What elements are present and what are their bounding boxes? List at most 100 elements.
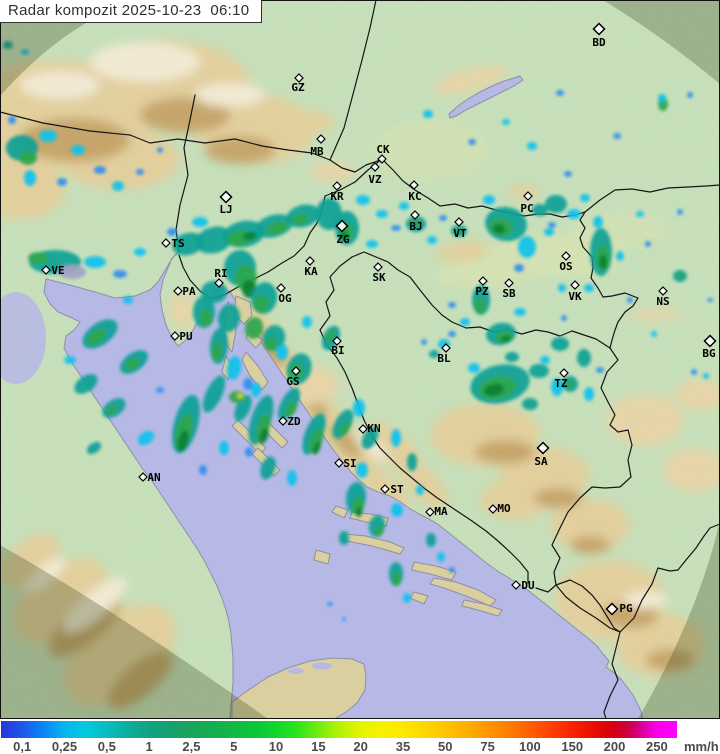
city-marker-PU: PU: [170, 330, 193, 343]
city-marker-SB: SB: [502, 278, 516, 300]
svg-text:VE: VE: [51, 264, 64, 277]
city-marker-LJ: LJ: [219, 190, 233, 216]
city-marker-KC: KC: [408, 180, 422, 203]
legend-tick: 0,5: [97, 739, 116, 754]
city-marker-BD: BD: [592, 22, 606, 49]
svg-text:ST: ST: [390, 483, 404, 496]
svg-text:LJ: LJ: [219, 203, 232, 216]
city-marker-OG: OG: [276, 283, 292, 305]
city-marker-MA: MA: [425, 505, 448, 518]
svg-text:SB: SB: [502, 287, 516, 300]
svg-text:MB: MB: [310, 145, 324, 158]
city-marker-MB: MB: [310, 134, 326, 158]
range-mask: [0, 0, 720, 719]
legend-tick: 0,25: [51, 739, 78, 754]
city-marker-ST: ST: [380, 483, 404, 496]
gargano-peninsula: [231, 657, 367, 719]
legend-tick: 50: [438, 739, 453, 754]
city-marker-TS: TS: [161, 237, 185, 250]
city-marker-PG: PG: [605, 602, 633, 616]
legend-tick: 20: [353, 739, 368, 754]
cities-layer: GZ BD MB CK VZ KR LJ ZG KC BJ VT PC KA SK OS PZ SB VK NS TS…: [41, 22, 717, 616]
svg-text:CK: CK: [376, 143, 390, 156]
svg-text:TZ: TZ: [554, 377, 568, 390]
svg-text:KR: KR: [330, 190, 344, 203]
legend-tick: 35: [395, 739, 411, 754]
city-marker-DU: DU: [511, 579, 535, 592]
svg-text:BI: BI: [331, 344, 344, 357]
svg-text:PZ: PZ: [475, 285, 489, 298]
radar-echoes: [3, 41, 713, 621]
svg-text:TS: TS: [171, 237, 184, 250]
map-image: GZ BD MB CK VZ KR LJ ZG KC BJ VT PC KA SK OS PZ SB VK NS TS…: [0, 0, 720, 719]
svg-text:OS: OS: [559, 260, 572, 273]
legend-tick: 0,1: [13, 739, 32, 754]
lake-varano: [312, 662, 332, 670]
legend: 0,1 0,25 0,5 1 2,5 5 10 15 20 35 50 75 100 150 200 250 …: [0, 719, 720, 754]
legend-tick: 1: [145, 739, 153, 754]
city-marker-GZ: GZ: [291, 73, 305, 94]
city-marker-VT: VT: [453, 217, 467, 240]
svg-text:AN: AN: [147, 471, 160, 484]
city-marker-CK: CK: [376, 143, 390, 164]
city-marker-TZ: TZ: [554, 368, 569, 390]
city-marker-ZD: ZD: [278, 415, 301, 428]
svg-text:DU: DU: [521, 579, 535, 592]
svg-text:BL: BL: [437, 352, 451, 365]
lake-lesina: [288, 668, 304, 674]
city-marker-PZ: PZ: [475, 276, 489, 298]
city-marker-VK: VK: [568, 280, 582, 303]
svg-text:NS: NS: [656, 295, 669, 308]
city-marker-VE: VE: [41, 264, 65, 277]
city-marker-NS: NS: [656, 286, 670, 308]
svg-text:SI: SI: [343, 457, 356, 470]
svg-text:BJ: BJ: [409, 220, 422, 233]
borders-layer: [0, 0, 720, 719]
svg-text:VZ: VZ: [368, 173, 382, 186]
svg-text:ZG: ZG: [336, 233, 350, 246]
legend-tick: 250: [645, 739, 668, 754]
svg-text:SA: SA: [534, 455, 548, 468]
radar-map: GZ BD MB CK VZ KR LJ ZG KC BJ VT PC KA SK OS PZ SB VK NS TS…: [0, 0, 720, 719]
legend-ticks: 0,1 0,25 0,5 1 2,5 5 10 15 20 35 50 75 100 150 200 250: [1, 739, 719, 754]
svg-text:MO: MO: [497, 502, 511, 515]
city-marker-KN: KN: [358, 422, 381, 435]
svg-text:BG: BG: [702, 347, 716, 360]
legend-color-scale: [1, 721, 677, 738]
svg-text:SK: SK: [372, 271, 386, 284]
svg-text:VK: VK: [568, 290, 582, 303]
city-marker-RI: RI: [214, 267, 228, 288]
legend-tick: 100: [519, 739, 541, 754]
city-marker-KR: KR: [330, 181, 344, 203]
svg-text:GS: GS: [286, 375, 299, 388]
legend-tick: 10: [268, 739, 284, 754]
legend-tick: 200: [603, 739, 626, 754]
city-marker-VZ: VZ: [368, 162, 382, 186]
svg-text:OG: OG: [278, 292, 292, 305]
city-marker-PC: PC: [520, 191, 534, 215]
svg-text:KN: KN: [367, 422, 380, 435]
city-marker-GS: GS: [286, 366, 301, 388]
city-marker-AN: AN: [138, 471, 161, 484]
map-title: Radar kompozit 2025-10-23 06:10: [8, 2, 250, 19]
city-marker-BL: BL: [437, 343, 451, 365]
svg-text:KC: KC: [408, 190, 421, 203]
svg-text:BD: BD: [592, 36, 606, 49]
city-marker-MO: MO: [488, 502, 511, 515]
legend-tick: 75: [480, 739, 495, 754]
legend-tick: 150: [561, 739, 584, 754]
svg-text:MA: MA: [434, 505, 448, 518]
legend-unit: mm/h: [684, 739, 719, 754]
svg-text:ZD: ZD: [287, 415, 301, 428]
legend-tick: 15: [311, 739, 326, 754]
city-marker-PA: PA: [173, 285, 196, 298]
legend-tick: 2,5: [182, 739, 201, 754]
svg-text:PC: PC: [520, 202, 533, 215]
svg-text:KA: KA: [304, 265, 318, 278]
city-marker-SI: SI: [334, 457, 357, 470]
svg-text:VT: VT: [453, 227, 467, 240]
city-marker-BJ: BJ: [409, 210, 423, 233]
legend-tick: 5: [230, 739, 238, 754]
city-marker-KA: KA: [304, 256, 318, 278]
city-marker-ZG: ZG: [335, 219, 350, 246]
